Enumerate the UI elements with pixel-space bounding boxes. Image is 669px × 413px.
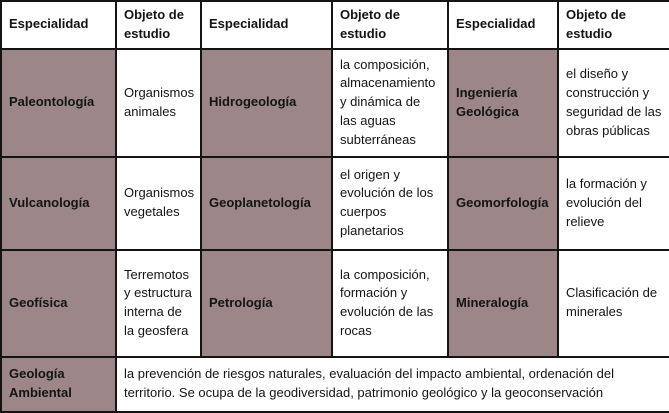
cell-specialty-vulcanologia: Vulcanología (0, 155, 117, 251)
header-objeto-3: Objeto de estudio (557, 0, 669, 50)
cell-specialty-geomorfologia: Geomorfología (447, 155, 559, 251)
cell-specialty-mineralogia: Mineralogía (447, 248, 559, 358)
cell-specialty-hidrogeologia: Hidrogeología (200, 47, 333, 158)
cell-object-petrologia: la composición, formación y evolución de… (331, 248, 449, 358)
cell-object-vulcanologia: Organismos vegetales (115, 155, 202, 251)
header-row: Especialidad Objeto de estudio Especiali… (0, 0, 669, 50)
cell-object-geomorfologia: la formación y evolución del relieve (557, 155, 669, 251)
header-objeto-2: Objeto de estudio (331, 0, 449, 50)
cell-object-mineralogia: Clasificación de minerales (557, 248, 669, 358)
cell-specialty-geofisica: Geofísica (0, 248, 117, 358)
cell-object-ingenieria-geologica: el diseño y construcción y seguridad de … (557, 47, 669, 158)
cell-object-geoplanetologia: el origen y evolución de los cuerpos pla… (331, 155, 449, 251)
table-row: Vulcanología Organismos vegetales Geopla… (0, 155, 669, 251)
cell-object-geofisica: Terremotos y estructura interna de la ge… (115, 248, 202, 358)
cell-object-geologia-ambiental: la prevención de riesgos naturales, eval… (115, 355, 669, 413)
header-especialidad-1: Especialidad (0, 0, 117, 50)
cell-specialty-petrologia: Petrología (200, 248, 333, 358)
cell-object-paleontologia: Organismos animales (115, 47, 202, 158)
cell-object-hidrogeologia: la composición, almacenamiento y dinámic… (331, 47, 449, 158)
cell-specialty-geologia-ambiental: Geología Ambiental (0, 355, 117, 413)
header-especialidad-3: Especialidad (447, 0, 559, 50)
table-row: Paleontología Organismos animales Hidrog… (0, 47, 669, 158)
cell-specialty-geoplanetologia: Geoplanetología (200, 155, 333, 251)
header-objeto-1: Objeto de estudio (115, 0, 202, 50)
header-especialidad-2: Especialidad (200, 0, 333, 50)
cell-specialty-ingenieria-geologica: Ingeniería Geológica (447, 47, 559, 158)
footer-row: Geología Ambiental la prevención de ries… (0, 355, 669, 413)
cell-specialty-paleontologia: Paleontología (0, 47, 117, 158)
table-row: Geofísica Terremotos y estructura intern… (0, 248, 669, 358)
